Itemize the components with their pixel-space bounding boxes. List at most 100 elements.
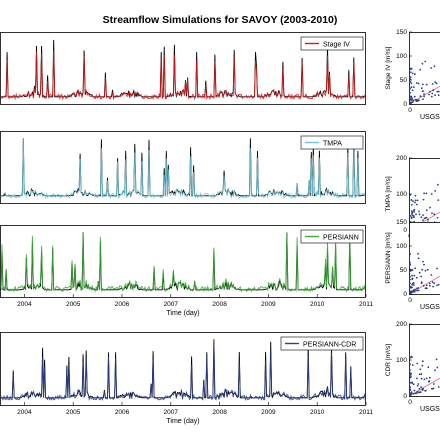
persiann-timeseries-legend: PERSIANN: [300, 229, 364, 244]
x-tick-label: 2008: [212, 409, 227, 416]
scatter-point: [429, 206, 431, 209]
scatter-point: [414, 73, 416, 76]
scatter-point: [426, 268, 429, 271]
scatter-point: [427, 366, 430, 369]
scatter-point: [431, 387, 433, 390]
scatter-point: [420, 281, 423, 283]
scatter-point: [415, 276, 418, 279]
scatter-point: [410, 99, 413, 101]
scatter-point: [422, 83, 424, 86]
scatter-point: [409, 369, 411, 371]
scatter-point: [413, 284, 415, 286]
one-to-one-line: [408, 377, 440, 397]
scatter-point: [410, 217, 413, 220]
legend-label: PERSIANN-CDR: [303, 342, 356, 349]
scatter-point: [411, 364, 414, 366]
scatter-point: [413, 95, 416, 98]
y-tick-label: 50: [400, 77, 408, 84]
scatter-point: [421, 360, 424, 363]
scatter-point: [436, 267, 438, 270]
x-tick-label: 0: [408, 399, 412, 406]
scatter-point: [424, 60, 427, 63]
y-tick-label: 100: [396, 357, 407, 364]
x-tick-label: 2005: [66, 409, 81, 416]
scatter-point: [434, 94, 436, 97]
scatter-point: [428, 376, 431, 379]
scatter-point: [428, 93, 430, 96]
scatter-point: [425, 83, 428, 86]
scatter-point: [414, 194, 417, 197]
x-tick-label: 0: [408, 107, 412, 114]
stage-iv-scatter-points: [409, 60, 440, 104]
scatter-point: [436, 90, 439, 93]
scatter-point: [424, 269, 427, 272]
scatter-point: [409, 381, 412, 384]
legend-label: PERSIANN: [323, 235, 359, 242]
scatter-point: [418, 391, 420, 394]
y-tick-label: 0: [403, 101, 407, 108]
persiann-timeseries-xlabel: Time (day): [166, 310, 199, 317]
scatter-point: [433, 282, 436, 285]
scatter-point: [410, 86, 413, 89]
scatter-point: [422, 284, 425, 287]
scatter-point: [436, 217, 439, 219]
scatter-point: [417, 383, 420, 385]
scatter-point: [433, 213, 436, 216]
scatter-point: [412, 99, 415, 102]
scatter-point: [409, 87, 411, 90]
scatter-point: [409, 95, 412, 98]
x-tick-label: 2004: [17, 301, 32, 308]
x-tick-label: 2006: [115, 301, 130, 308]
scatter-point: [412, 383, 415, 386]
scatter-point: [417, 257, 420, 260]
scatter-point: [409, 101, 412, 104]
scatter-point: [419, 95, 422, 98]
scatter-point: [412, 282, 414, 285]
y-tick-label: 150: [396, 29, 407, 36]
scatter-point: [411, 101, 414, 103]
persiann-cdr-scatter-frame: [409, 324, 440, 397]
scatter-point: [423, 95, 425, 98]
scatter-point: [424, 217, 427, 219]
scatter-point: [411, 89, 414, 92]
scatter-point: [417, 287, 420, 289]
x-tick-label: 2010: [310, 301, 325, 308]
scatter-point: [414, 201, 416, 204]
tmpa-timeseries-panel: TMPA: [0, 131, 366, 204]
x-tick-label: 2008: [212, 301, 227, 308]
scatter-point: [416, 362, 419, 365]
y-tick-label: 200: [396, 155, 407, 162]
x-tick-label: 2004: [17, 409, 32, 416]
tmpa-timeseries-legend: TMPA: [300, 135, 364, 150]
scatter-point: [411, 274, 413, 277]
y-tick-label: 50: [400, 267, 408, 274]
x-tick-label: 2005: [66, 301, 81, 308]
scatter-point: [430, 95, 433, 98]
x-tick-label: 2007: [164, 409, 179, 416]
scatter-point: [409, 270, 411, 272]
scatter-point: [420, 373, 423, 376]
scatter-point: [410, 355, 413, 358]
scatter-point: [409, 376, 412, 379]
scatter-point: [420, 275, 422, 278]
scatter-point: [411, 204, 413, 206]
legend-box: [280, 336, 364, 351]
scatter-point: [415, 82, 418, 84]
persiann-scatter-frame: [409, 222, 440, 295]
scatter-point: [423, 263, 425, 266]
scatter-point: [432, 387, 435, 390]
scatter-point: [410, 199, 413, 201]
scatter-point: [437, 183, 439, 186]
scatter-point: [409, 393, 412, 396]
scatter-point: [422, 198, 425, 201]
scatter-point: [437, 386, 440, 388]
persiann-cdr-scatter-points: [409, 355, 440, 396]
scatter-point: [417, 289, 420, 292]
scatter-point: [431, 281, 434, 284]
scatter-point: [415, 213, 417, 216]
scatter-point: [421, 268, 424, 271]
scatter-point: [413, 210, 415, 213]
persiann-cdr-scatter-xlabel: USGS: [420, 406, 440, 413]
